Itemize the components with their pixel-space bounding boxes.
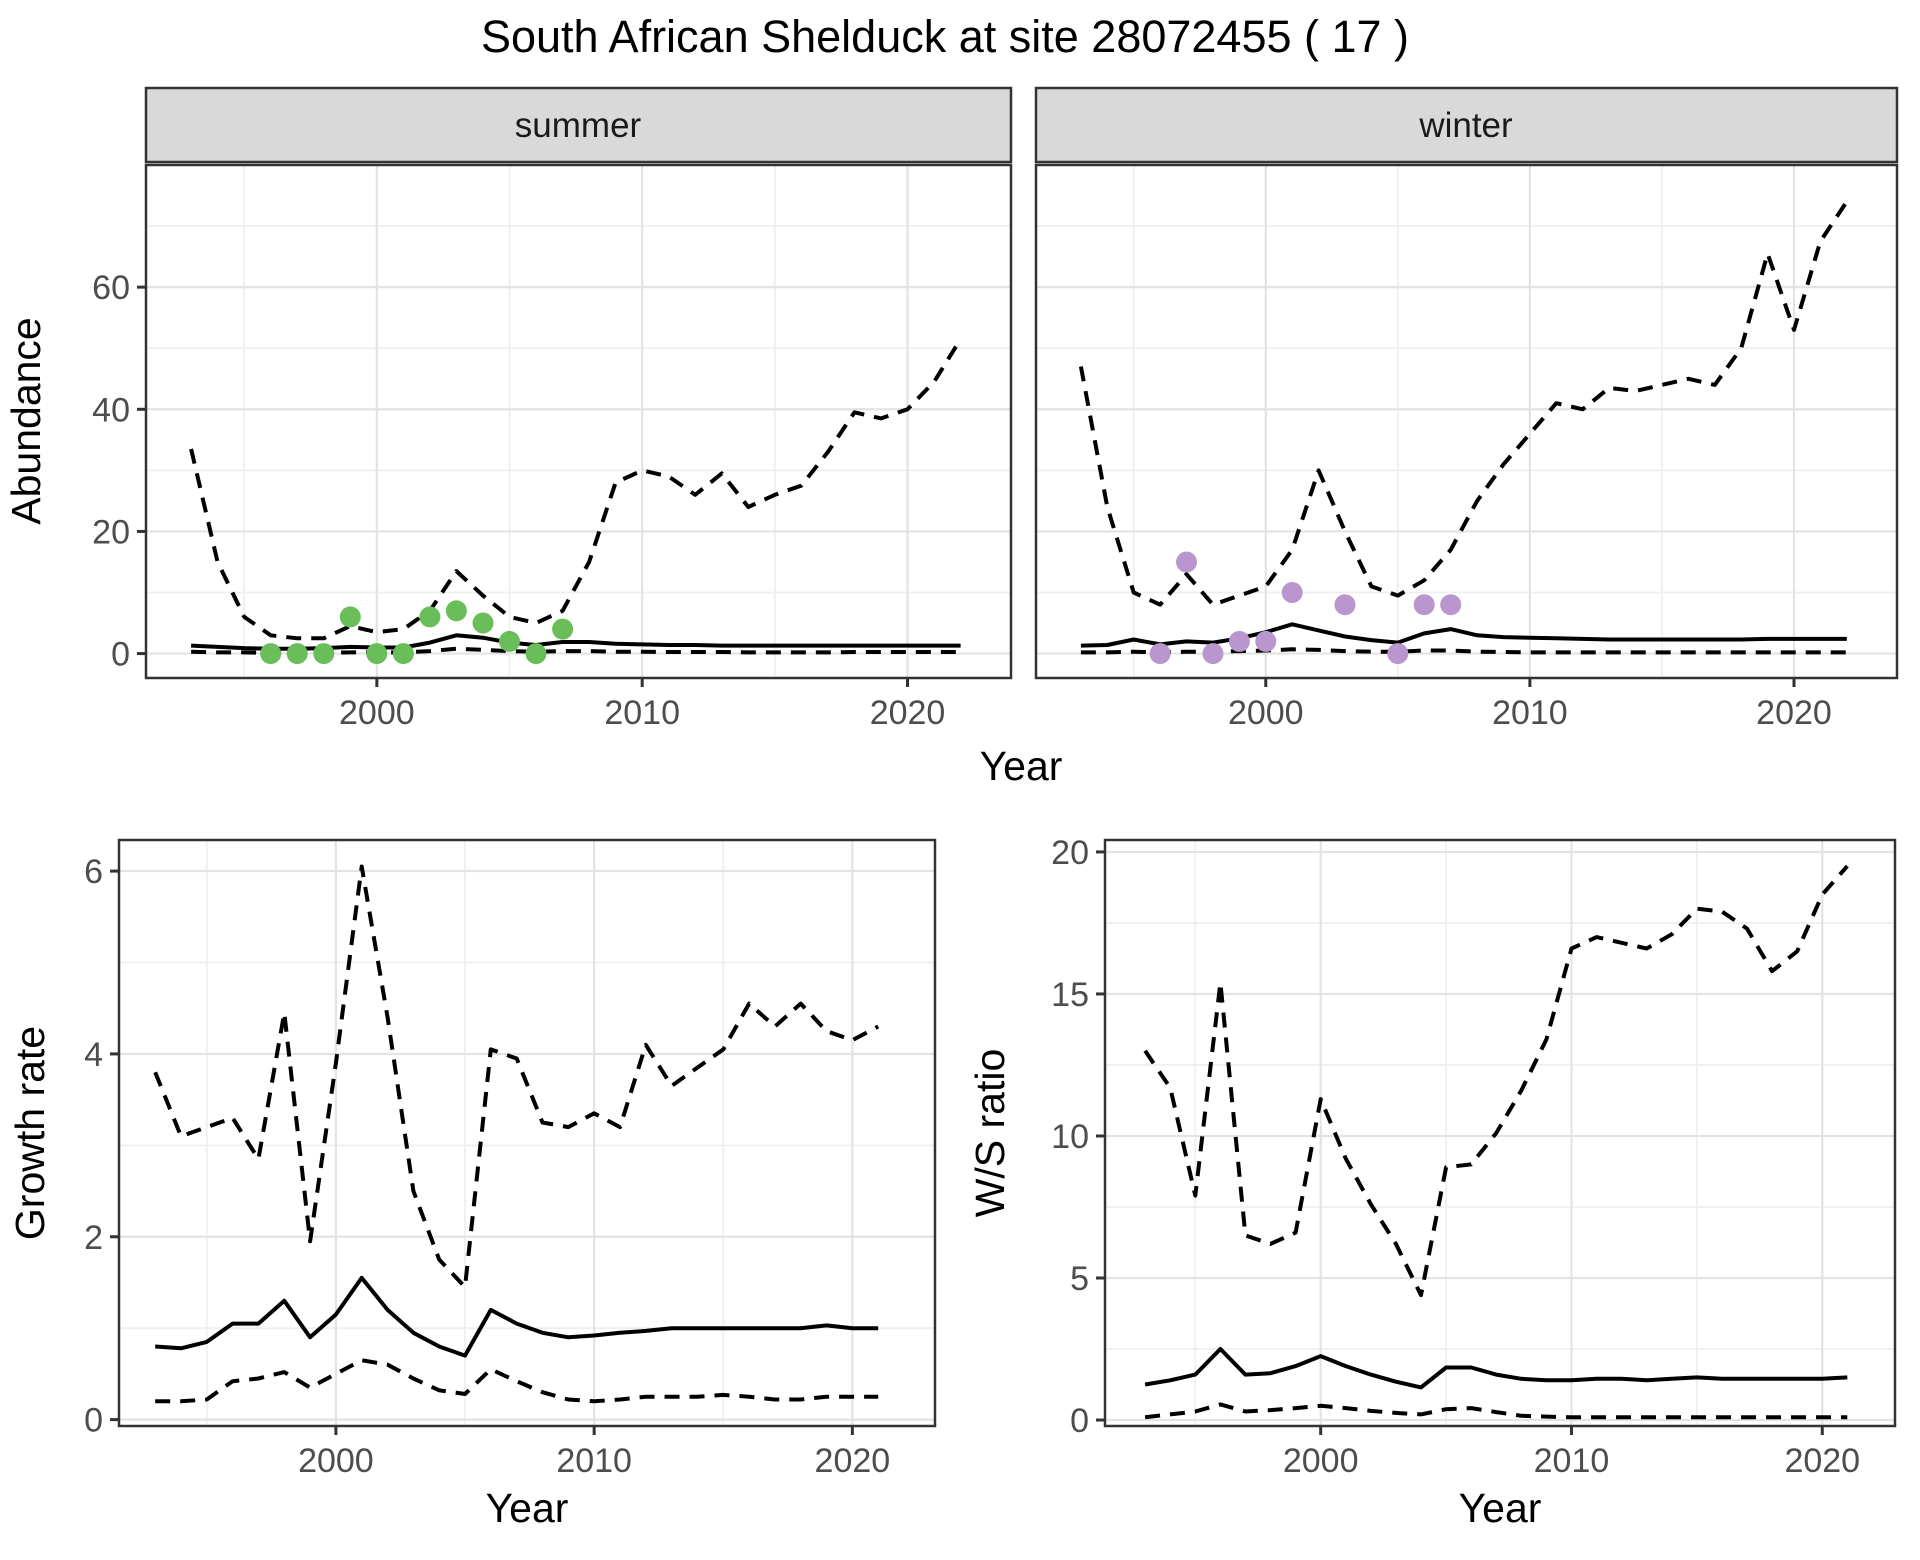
- data-point: [260, 643, 282, 665]
- y-tick-label: 6: [84, 853, 103, 891]
- figure-title: South African Shelduck at site 28072455 …: [481, 11, 1409, 62]
- series-upper_95ci: [189, 338, 963, 641]
- x-tick-label: 2000: [1228, 694, 1304, 732]
- data-point: [1334, 594, 1356, 616]
- x-tick-label: 2020: [1784, 1442, 1860, 1480]
- data-point: [1202, 643, 1224, 665]
- data-point: [286, 643, 308, 665]
- data-point: [472, 612, 494, 634]
- strip-background: [144, 86, 1013, 164]
- panel-background: [119, 840, 935, 1426]
- x-tick-label: 2010: [556, 1442, 632, 1480]
- series-upper_95ci: [1143, 864, 1849, 1298]
- x-tick-label: 2020: [815, 1442, 891, 1480]
- panel-0: 2000 2010 2020 0 20 40 60: [92, 163, 1013, 732]
- series-upper_95ci: [1078, 200, 1849, 607]
- points-observed_counts: [260, 600, 574, 665]
- facet-strip-summer: summer: [144, 86, 1013, 164]
- axis-ticks: 2000 2010 2020: [1228, 678, 1832, 732]
- grid-minor: [1105, 840, 1895, 1426]
- data-point: [1281, 582, 1303, 603]
- y-axis-title-growth-rate: Growth rate: [7, 1026, 53, 1240]
- data-point: [392, 643, 414, 665]
- data-point: [339, 606, 361, 628]
- y-axis-title-ws-ratio: W/S ratio: [967, 1049, 1013, 1218]
- x-tick-label: 2020: [870, 694, 946, 732]
- series-lower_95ci: [1144, 1402, 1848, 1420]
- data-point: [1228, 630, 1250, 652]
- y-axis-title-abundance: Abundance: [3, 317, 49, 524]
- panel-background: [146, 165, 1011, 678]
- data-point: [499, 630, 520, 652]
- data-point: [1413, 594, 1435, 616]
- panel-background: [1105, 840, 1895, 1426]
- x-tick-label: 2020: [1756, 694, 1832, 732]
- panel-border: [1103, 838, 1897, 1428]
- data-point: [1176, 551, 1197, 573]
- x-axis-title-year-ws: Year: [1459, 1485, 1542, 1531]
- panel-border: [117, 838, 937, 1428]
- grid-major: [119, 840, 935, 1426]
- data-point: [445, 600, 467, 622]
- y-tick-label: 4: [84, 1036, 103, 1074]
- grid-minor: [146, 165, 1011, 678]
- data-point: [1387, 643, 1409, 665]
- data-point: [525, 643, 547, 665]
- panel-border: [144, 163, 1013, 680]
- strip-background: [1034, 86, 1899, 164]
- series-mean: [1144, 1347, 1848, 1390]
- x-tick-label: 2000: [1283, 1442, 1359, 1480]
- x-tick-label: 2010: [1534, 1442, 1610, 1480]
- y-tick-label: 20: [92, 513, 130, 551]
- y-tick-label: 10: [1051, 1118, 1089, 1156]
- panel-1: 2000 2010 2020: [1034, 163, 1899, 732]
- axis-ticks: 2000 2010 2020 0 20 40 60: [92, 269, 945, 732]
- strip-label-summer: summer: [515, 106, 642, 145]
- y-tick-label: 20: [1051, 834, 1089, 872]
- grid-major: [1105, 840, 1895, 1426]
- x-tick-label: 2000: [298, 1442, 374, 1480]
- panel-background: [1036, 165, 1897, 678]
- x-tick-label: 2010: [604, 694, 680, 732]
- x-tick-label: 2000: [339, 694, 415, 732]
- series-lower_95ci: [155, 1358, 879, 1404]
- y-tick-label: 2: [84, 1219, 103, 1257]
- y-tick-label: 0: [111, 636, 130, 674]
- data-point: [1440, 594, 1462, 616]
- y-tick-label: 60: [92, 269, 130, 307]
- y-tick-label: 0: [84, 1402, 103, 1440]
- data-point: [1255, 630, 1277, 652]
- y-tick-label: 0: [1070, 1402, 1089, 1440]
- grid-major: [1036, 165, 1897, 678]
- data-point: [1149, 643, 1171, 665]
- x-tick-label: 2010: [1492, 694, 1568, 732]
- panel-3: 2000 2010 2020 0 5 10 15 20: [1051, 834, 1897, 1480]
- y-tick-label: 40: [92, 391, 130, 429]
- points-observed_counts: [1149, 551, 1462, 665]
- data-point: [552, 618, 574, 640]
- axis-ticks: 2000 2010 2020 0 2 4 6: [84, 853, 890, 1480]
- axis-ticks: 2000 2010 2020 0 5 10 15 20: [1051, 834, 1860, 1480]
- data-point: [313, 643, 335, 665]
- facet-strip-winter: winter: [1034, 86, 1899, 164]
- x-axis-title-year-top: Year: [980, 743, 1063, 789]
- y-tick-label: 5: [1070, 1260, 1089, 1298]
- y-tick-label: 15: [1051, 976, 1089, 1014]
- panel-2: 2000 2010 2020 0 2 4 6: [84, 838, 937, 1480]
- panel-border: [1034, 163, 1899, 680]
- x-axis-title-year-growth: Year: [486, 1485, 569, 1531]
- series-mean: [1080, 622, 1847, 648]
- series-mean: [155, 1275, 879, 1358]
- series-upper_95ci: [153, 864, 880, 1289]
- data-point: [366, 643, 388, 665]
- strip-label-winter: winter: [1418, 106, 1513, 145]
- data-point: [419, 606, 441, 628]
